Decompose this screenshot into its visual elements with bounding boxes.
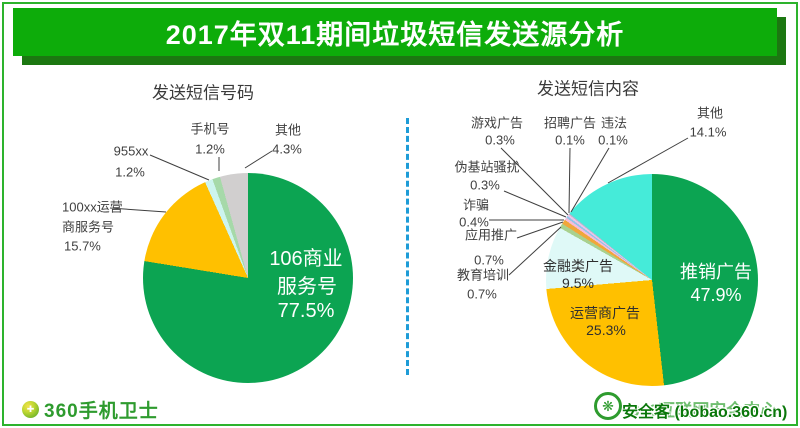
security-center-logo-icon: ❋ xyxy=(594,392,622,420)
page-title: 2017年双11期间垃圾短信发送源分析 xyxy=(165,19,625,50)
right-chart-title: 发送短信内容 xyxy=(537,79,639,99)
pie-label-pct: 0.1% xyxy=(555,132,585,148)
pie-label: 诈骗 xyxy=(462,197,490,213)
pie-label: 违法 xyxy=(600,115,628,131)
pie-label-pct: 0.7% xyxy=(467,286,497,302)
pie-label-pct: 1.2% xyxy=(195,141,225,157)
pie-label-pct: 0.3% xyxy=(470,177,500,193)
pie-label-pct: 14.1% xyxy=(689,124,727,140)
pie-label: 服务号 xyxy=(277,276,337,298)
pie-label: 应用推广 xyxy=(464,227,518,243)
pie-label-pct: 77.5% xyxy=(277,300,335,322)
pie-label-pct: 15.7% xyxy=(64,238,101,254)
pie-label: 100xx运营 xyxy=(62,199,123,215)
pie-label-pct: 0.4% xyxy=(459,214,489,230)
pie-label: 106商业 xyxy=(269,248,343,270)
pie-label-pct: 1.2% xyxy=(115,164,145,180)
pie-label: 游戏广告 xyxy=(470,115,524,131)
pie-label: 招聘广告 xyxy=(543,115,597,131)
pie-label: 955xx xyxy=(113,143,149,159)
pie-label-pct: 47.9% xyxy=(690,285,742,305)
left-chart-title: 发送短信号码 xyxy=(152,83,254,103)
pie-label: 推销广告 xyxy=(680,262,752,282)
footer-watermark: ❋ 360互联网安全中心 安全客 (bobao.360.cn) xyxy=(594,391,794,423)
pie-label-pct: 0.7% xyxy=(474,252,504,268)
watermark-front-text: 安全客 (bobao.360.cn) xyxy=(622,404,788,421)
footer-brand-text: 360手机卫士 xyxy=(44,401,159,422)
pie-label: 手机号 xyxy=(190,121,230,137)
pie-label: 其他 xyxy=(696,105,724,121)
mobile-guard-logo-icon: ✚ xyxy=(22,401,39,418)
pie-label: 伪基站骚扰 xyxy=(454,159,520,175)
pie-label-pct: 25.3% xyxy=(586,322,626,338)
vertical-dashed-divider xyxy=(406,118,409,375)
title-banner: 2017年双11期间垃圾短信发送源分析 xyxy=(13,8,777,56)
pie-label-pct: 0.3% xyxy=(485,132,515,148)
pie-chart-sms-numbers xyxy=(143,173,353,383)
pie-label: 金融类广告 xyxy=(543,258,613,274)
pie-label: 商服务号 xyxy=(62,219,115,235)
footer-brand: ✚ 360手机卫士 xyxy=(22,396,159,423)
pie-label-pct: 0.1% xyxy=(598,132,628,148)
pie-label-pct: 9.5% xyxy=(562,275,594,291)
pie-label-pct: 4.3% xyxy=(272,141,302,157)
pie-label: 其他 xyxy=(274,122,302,138)
watermark-back-text: 360互联网安全中心 xyxy=(630,401,778,420)
pie-label: 教育培训 xyxy=(456,267,510,283)
pie-label: 运营商广告 xyxy=(570,305,640,321)
